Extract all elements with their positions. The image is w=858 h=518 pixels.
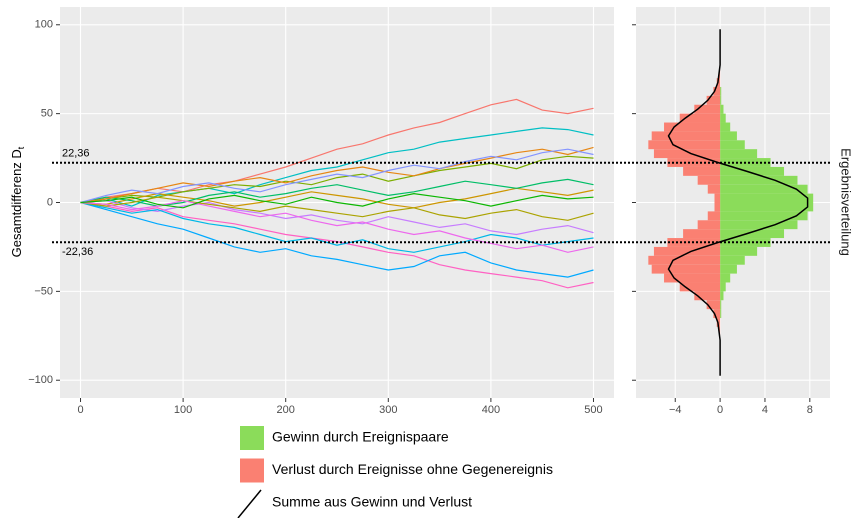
hist-bar xyxy=(720,202,814,212)
hist-bar xyxy=(694,291,721,301)
hist-bar xyxy=(679,282,721,292)
y-tick-label: 0 xyxy=(47,196,53,208)
hist-bar xyxy=(706,300,721,310)
hist-bar xyxy=(664,122,721,132)
hist-bar xyxy=(720,131,737,141)
x-tick-label: 300 xyxy=(379,404,397,416)
hist-bar xyxy=(720,300,722,310)
walk-line xyxy=(80,200,594,236)
hist-bar xyxy=(720,95,722,105)
hist-bar xyxy=(683,229,721,239)
hist-bar xyxy=(720,175,798,185)
hist-bar xyxy=(720,86,722,96)
legend-label: Gewinn durch Ereignispaare xyxy=(272,429,449,445)
hist-bar xyxy=(720,166,785,176)
hist-bar xyxy=(707,211,721,221)
hist-bar xyxy=(653,149,721,159)
sum-curve xyxy=(667,29,809,376)
hist-bar xyxy=(720,291,724,301)
hist-bar xyxy=(720,246,758,256)
x-tick-label: 100 xyxy=(174,404,192,416)
legend-key xyxy=(237,489,262,518)
hist-bar xyxy=(720,273,731,283)
y-axis-title: Gesamtdifferenz Dt xyxy=(9,146,26,257)
legend-label: Summe aus Gewinn und Verlust xyxy=(272,494,472,510)
hist-bar xyxy=(651,264,721,274)
hist-bar xyxy=(707,184,721,194)
walk-line xyxy=(80,196,594,221)
hist-bar xyxy=(720,113,726,123)
y-tick-label: 50 xyxy=(41,108,53,120)
walk-line xyxy=(80,187,594,209)
hist-bar xyxy=(653,246,721,256)
hist-bar xyxy=(720,140,745,150)
y-tick-label: −50 xyxy=(34,285,53,297)
walk-line xyxy=(80,200,594,253)
reference-label: -22,36 xyxy=(62,246,93,258)
hist-bar xyxy=(720,122,731,132)
hist-bar xyxy=(720,104,724,114)
hist-bar xyxy=(720,282,726,292)
hist-bar xyxy=(679,113,721,123)
y-tick-label: −100 xyxy=(28,374,53,386)
hist-bar xyxy=(720,255,745,265)
x-tick-label: 0 xyxy=(77,404,83,416)
hist-bar xyxy=(683,166,721,176)
hist-bar xyxy=(720,220,798,230)
legend-key xyxy=(240,426,264,450)
hist-bar xyxy=(706,95,721,105)
x-tick-label: 0 xyxy=(717,404,723,416)
hist-bar xyxy=(694,104,721,114)
hist-bar xyxy=(648,255,721,265)
hist-bar xyxy=(664,273,721,283)
x-tick-label: 200 xyxy=(277,404,295,416)
walk-line xyxy=(80,192,594,209)
x-tick-label: 500 xyxy=(584,404,602,416)
hist-bar xyxy=(648,140,721,150)
hist-bar xyxy=(720,193,814,203)
hist-bar xyxy=(720,184,808,194)
hist-bar xyxy=(720,211,808,221)
legend-label: Verlust durch Ereignisse ohne Gegenereig… xyxy=(272,461,553,477)
x-tick-label: 8 xyxy=(807,404,813,416)
hist-bar xyxy=(720,309,722,319)
hist-bar xyxy=(697,220,721,230)
hist-bar xyxy=(713,86,721,96)
x-tick-label: 4 xyxy=(762,404,768,416)
hist-bar xyxy=(720,149,758,159)
hist-bar xyxy=(714,202,721,212)
hist-bar xyxy=(720,229,785,239)
facet-label: Ergebnisverteilung xyxy=(839,148,854,256)
walk-line xyxy=(80,98,594,204)
reference-label: 22,36 xyxy=(62,148,90,160)
walk-line xyxy=(80,201,594,278)
walk-line xyxy=(80,148,594,204)
walk-line xyxy=(80,146,594,204)
hist-bar xyxy=(651,131,721,141)
x-tick-label: 400 xyxy=(482,404,500,416)
y-tick-label: 100 xyxy=(35,19,53,31)
walk-line xyxy=(80,201,594,253)
hist-bar xyxy=(713,309,721,319)
x-tick-label: −4 xyxy=(669,404,682,416)
legend-key xyxy=(240,458,264,483)
hist-bar xyxy=(720,264,737,274)
hist-bar xyxy=(697,175,721,185)
hist-bar xyxy=(714,193,721,203)
